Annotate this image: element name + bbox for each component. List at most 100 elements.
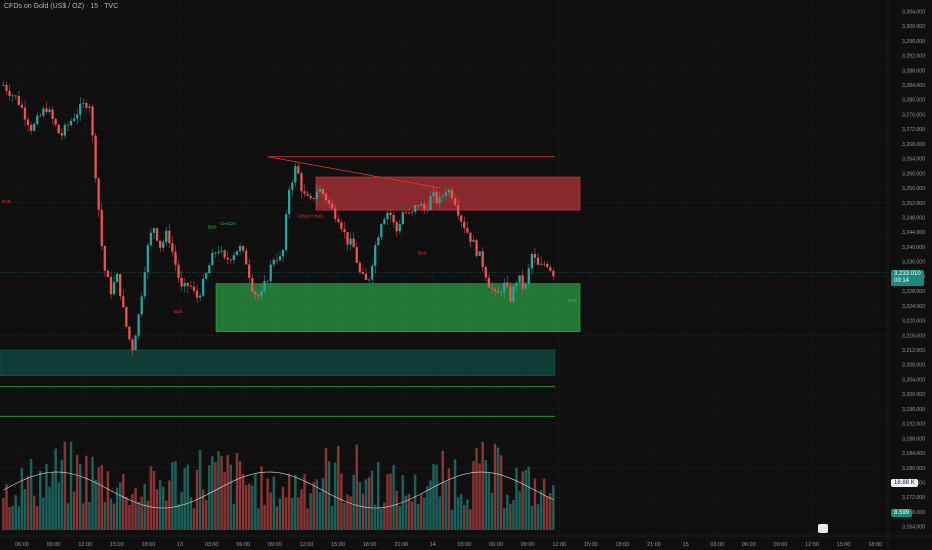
candle-body xyxy=(512,286,515,302)
price-tick-label: 3,196.000 xyxy=(902,407,925,413)
candle-body xyxy=(380,224,383,238)
volume-bar xyxy=(281,486,285,530)
candle-body xyxy=(97,178,100,210)
price-tick-label: 3,216.000 xyxy=(902,333,925,339)
time-tick-label: 12:00 xyxy=(805,542,819,548)
candle-body xyxy=(211,252,214,266)
volume-bar xyxy=(91,456,94,530)
volume-bar xyxy=(149,466,153,530)
volume-bar xyxy=(112,503,116,530)
time-axis[interactable]: 06:00 09:00 12:00 15:00 18:00 13 03:00 06:00 09:… xyxy=(0,535,932,548)
volume-bar xyxy=(512,500,515,530)
candle-body xyxy=(186,282,189,286)
volume-bar xyxy=(266,478,269,530)
volume-bar xyxy=(401,475,405,530)
volume-bar xyxy=(306,508,309,530)
candle-body xyxy=(103,245,106,271)
candle-body xyxy=(453,198,457,206)
volume-bar xyxy=(478,463,481,530)
candle-body xyxy=(447,189,451,193)
volume-bar xyxy=(413,474,417,530)
candle-body xyxy=(232,255,235,261)
volume-bar xyxy=(389,473,392,530)
volume-bar xyxy=(327,461,331,530)
candle-body xyxy=(539,263,543,265)
candle-body xyxy=(241,246,245,251)
price-tick-label: 3,304.000 xyxy=(902,9,925,15)
volume-bar xyxy=(377,461,380,530)
volume-bar xyxy=(321,478,325,530)
candle-body xyxy=(248,264,251,278)
candle-body xyxy=(198,295,202,298)
candle-body xyxy=(14,95,17,97)
price-tick-label: 3,172.000 xyxy=(902,495,925,501)
volume-bar xyxy=(410,501,414,530)
time-tick-label: 18:00 xyxy=(363,542,377,548)
candle-body xyxy=(20,104,24,108)
candle-body xyxy=(413,205,417,212)
volume-bar xyxy=(48,486,51,530)
price-tick-label: 3,180.000 xyxy=(902,466,925,472)
candle-body xyxy=(404,212,408,214)
candle-body xyxy=(45,108,48,113)
candle-body xyxy=(165,230,168,243)
annotation-label: BoS xyxy=(2,199,11,204)
volume-bar xyxy=(487,473,491,530)
volume-bar xyxy=(463,505,466,530)
volume-bar xyxy=(315,479,319,530)
candle-body xyxy=(140,296,143,315)
candle-body xyxy=(17,95,20,105)
volume-bar xyxy=(23,489,27,530)
candle-body xyxy=(374,245,377,266)
time-tick-label: 21:00 xyxy=(394,542,408,548)
candle-body xyxy=(260,291,263,297)
time-tick-label: 15:00 xyxy=(331,542,345,548)
time-tick-label: 13 xyxy=(177,542,183,548)
candle-body xyxy=(106,270,110,278)
candle-body xyxy=(395,222,398,232)
price-tick-label: 3,264.000 xyxy=(902,157,925,163)
candle-body xyxy=(189,285,192,287)
candle-body xyxy=(401,212,404,225)
volume-bar xyxy=(57,482,60,530)
candle-body xyxy=(109,277,113,295)
price-tick-label: 3,296.000 xyxy=(902,39,925,45)
candle-body xyxy=(143,272,146,297)
volume-bar xyxy=(177,503,180,530)
volume-bar xyxy=(122,473,125,530)
price-axis[interactable]: 3,164.0003,168.0003,172.0003,176.0003,18… xyxy=(887,0,925,550)
volume-bar xyxy=(297,497,300,530)
volume-bar xyxy=(226,454,229,530)
candle-body xyxy=(63,124,67,136)
candle-body xyxy=(263,281,266,292)
bar-countdown: 09:14 xyxy=(894,278,910,284)
volume-bar xyxy=(235,453,239,530)
candle-body xyxy=(493,288,497,291)
demand-zone xyxy=(215,283,581,332)
volume-bar xyxy=(300,489,303,530)
volume-bar xyxy=(214,462,217,530)
candle-body xyxy=(88,106,91,108)
candle-body xyxy=(533,254,537,258)
candle-body xyxy=(220,250,223,252)
volume-bar xyxy=(241,473,245,530)
volume-bar xyxy=(192,508,196,530)
time-tick-label: 12:00 xyxy=(78,542,92,548)
volume-ma-line xyxy=(3,471,554,509)
volume-bar xyxy=(435,464,438,530)
candle-body xyxy=(506,282,509,287)
volume-bar xyxy=(8,507,11,530)
volume-bar xyxy=(128,505,131,530)
price-tick-label: 3,228.000 xyxy=(902,289,925,295)
volume-bar xyxy=(542,478,546,530)
volume-bar xyxy=(420,494,423,530)
time-tick-label: 06:00 xyxy=(15,542,29,548)
candle-body xyxy=(546,264,549,268)
volume-bar xyxy=(441,450,444,530)
price-tick-label: 3,248.000 xyxy=(902,215,925,221)
volume-bar xyxy=(521,471,524,530)
candle-body xyxy=(115,273,119,283)
candle-body xyxy=(48,109,51,113)
time-tick-label: 09:00 xyxy=(521,542,535,548)
